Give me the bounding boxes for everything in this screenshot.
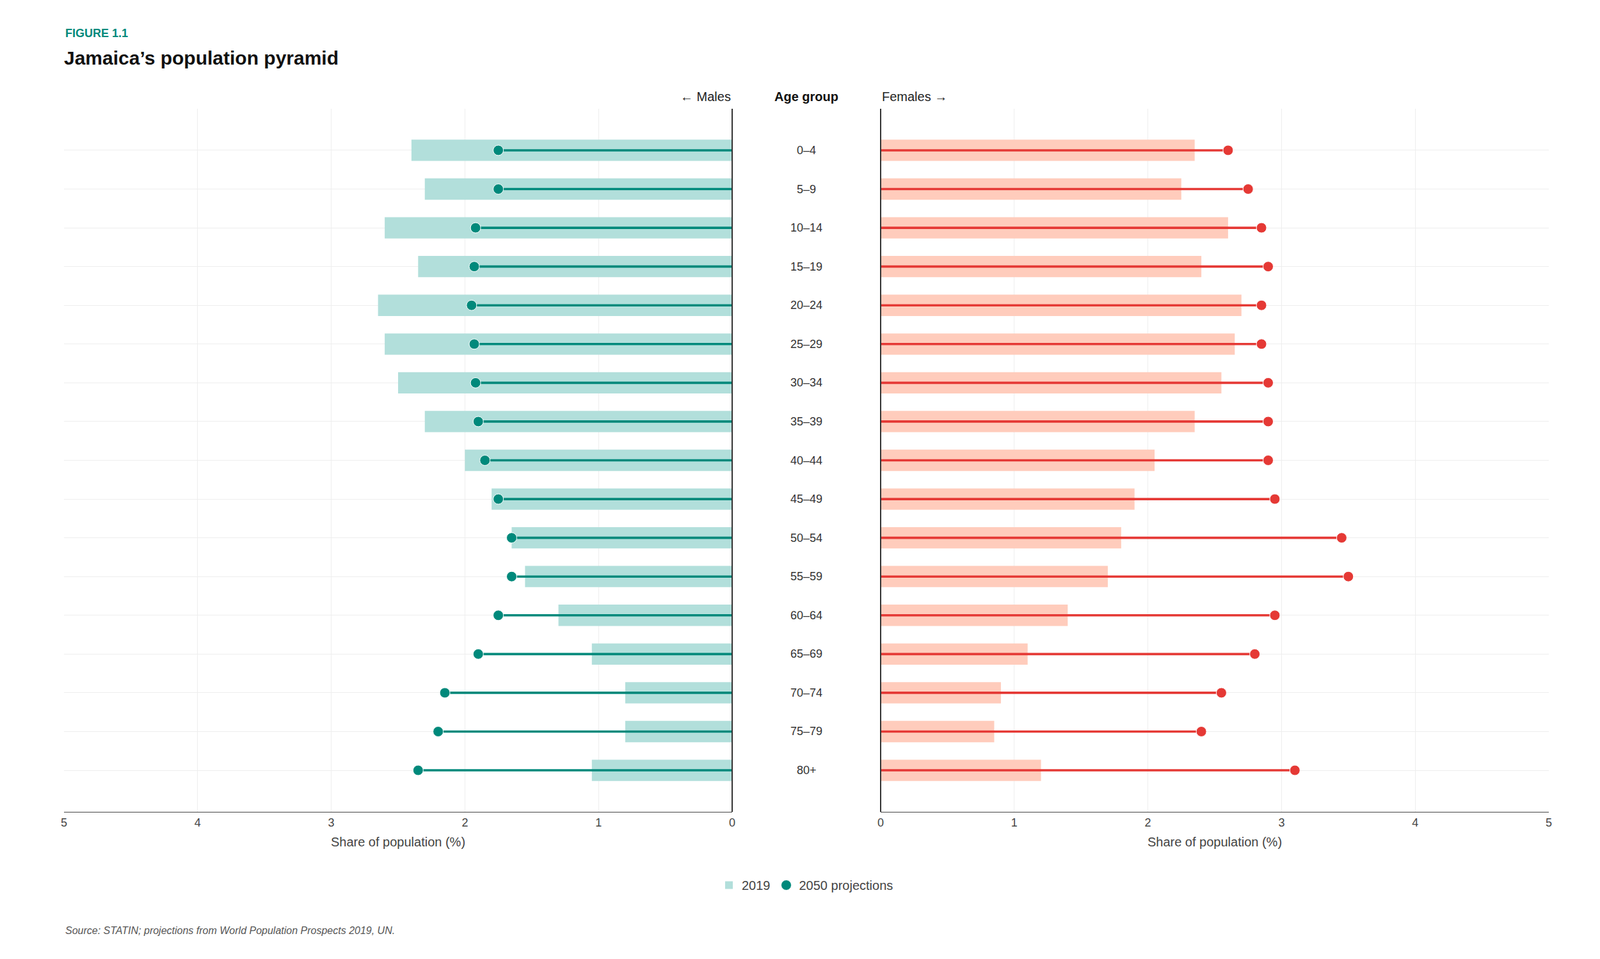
svg-text:75–79: 75–79 bbox=[790, 725, 823, 738]
svg-text:2: 2 bbox=[1144, 816, 1152, 830]
svg-text:2050 projections: 2050 projections bbox=[799, 878, 894, 893]
svg-text:30–34: 30–34 bbox=[790, 376, 823, 390]
svg-text:70–74: 70–74 bbox=[790, 686, 823, 700]
svg-text:Age group: Age group bbox=[774, 89, 839, 104]
svg-text:45–49: 45–49 bbox=[790, 492, 823, 506]
svg-text:4: 4 bbox=[194, 816, 201, 830]
svg-text:0: 0 bbox=[728, 816, 736, 830]
svg-text:40–44: 40–44 bbox=[790, 454, 823, 468]
svg-text:5–9: 5–9 bbox=[796, 183, 816, 196]
svg-text:15–19: 15–19 bbox=[790, 260, 823, 274]
svg-text:3: 3 bbox=[1278, 816, 1285, 830]
svg-text:55–59: 55–59 bbox=[790, 570, 823, 584]
svg-text:0: 0 bbox=[877, 816, 884, 830]
svg-text:FIGURE 1.1: FIGURE 1.1 bbox=[65, 26, 128, 40]
svg-text:Share of population (%): Share of population (%) bbox=[1147, 835, 1282, 850]
svg-text:2: 2 bbox=[461, 816, 468, 830]
svg-text:4: 4 bbox=[1411, 816, 1419, 830]
svg-text:2019: 2019 bbox=[741, 878, 771, 893]
svg-text:0–4: 0–4 bbox=[796, 144, 816, 157]
svg-text:5: 5 bbox=[1545, 816, 1552, 830]
svg-text:Source: STATIN; projections fr: Source: STATIN; projections from World P… bbox=[65, 925, 395, 937]
svg-text:20–24: 20–24 bbox=[790, 298, 823, 312]
svg-text:50–54: 50–54 bbox=[790, 531, 823, 545]
svg-text:5: 5 bbox=[60, 816, 68, 830]
svg-text:65–69: 65–69 bbox=[790, 647, 823, 661]
svg-text:Share of population (%): Share of population (%) bbox=[330, 835, 466, 850]
svg-text:25–29: 25–29 bbox=[790, 337, 823, 351]
svg-text:60–64: 60–64 bbox=[790, 609, 823, 623]
svg-text:Females →: Females → bbox=[881, 89, 948, 104]
svg-text:80+: 80+ bbox=[796, 764, 817, 777]
svg-text:35–39: 35–39 bbox=[790, 415, 823, 429]
svg-text:1: 1 bbox=[1011, 816, 1018, 830]
svg-text:1: 1 bbox=[595, 816, 602, 830]
svg-text:10–14: 10–14 bbox=[790, 221, 823, 235]
svg-text:← Males: ← Males bbox=[680, 89, 731, 104]
svg-text:3: 3 bbox=[328, 816, 335, 830]
svg-text:Jamaica’s population pyramid: Jamaica’s population pyramid bbox=[64, 47, 339, 69]
